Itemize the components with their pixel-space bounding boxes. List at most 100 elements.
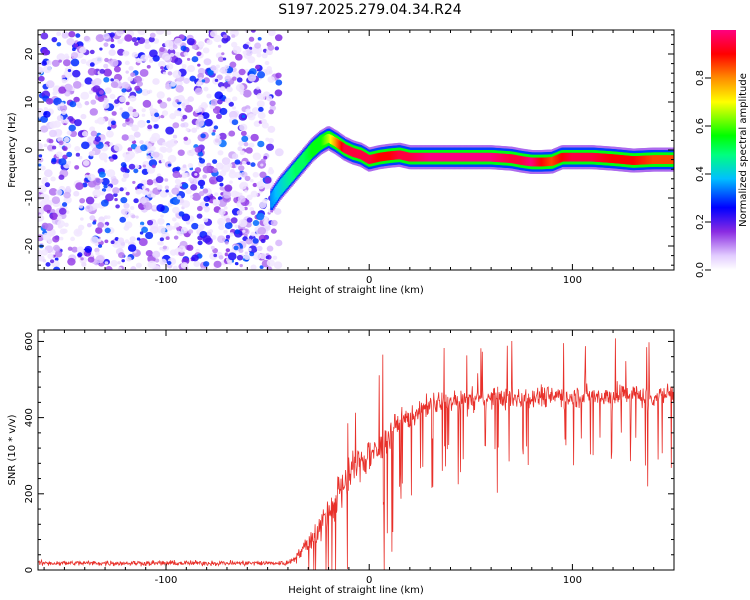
noise-blob [56,42,62,47]
noise-blob [213,267,218,270]
noise-blob [260,238,266,244]
noise-blob [236,210,243,216]
noise-blob [169,113,177,120]
noise-blob [89,62,95,67]
noise-blob [164,178,169,182]
noise-blob [189,195,194,199]
x-tick-label: 100 [563,575,582,586]
noise-blob [96,56,103,62]
noise-blob [159,146,166,153]
noise-blob [248,46,253,50]
noise-blob [212,199,217,203]
noise-blob [199,267,206,270]
noise-blob [248,245,258,254]
noise-blob [60,102,65,107]
noise-blob [127,147,133,152]
noise-blob [124,239,130,244]
noise-blob [266,254,272,260]
noise-blob [240,130,247,136]
noise-blob [172,171,181,179]
noise-blob [232,96,238,102]
noise-blob [270,219,278,227]
y-tick-label: -10 [24,190,35,206]
noise-blob [110,43,115,49]
noise-blob [246,194,253,201]
noise-blob [266,66,272,72]
noise-blob [127,134,136,142]
noise-blob [87,173,96,182]
noise-blob [73,228,83,237]
noise-blob [239,264,243,268]
noise-blob [250,190,258,198]
noise-blob [49,121,58,129]
noise-blob [175,85,184,93]
noise-blob [212,159,218,164]
noise-blob [239,123,248,132]
noise-blob [105,266,113,270]
noise-blob [172,134,178,139]
noise-blob [102,33,110,40]
noise-blob [66,130,72,136]
noise-blob [273,261,283,270]
noise-blob [72,69,81,78]
noise-blob [112,154,118,160]
noise-blob [266,245,274,252]
noise-blob [234,159,241,165]
noise-blob [137,120,146,128]
noise-blob [156,204,165,212]
noise-blob [68,124,76,132]
noise-blob [217,99,223,105]
noise-blob [256,182,265,190]
noise-blob [121,111,130,120]
noise-blob [174,178,181,185]
noise-blob [172,122,180,129]
noise-blob [162,71,167,75]
noise-blob [210,245,215,250]
noise-blob [242,89,252,98]
noise-blob [196,213,203,219]
noise-blob [75,101,82,107]
noise-blob [222,190,232,199]
noise-blob [197,63,201,67]
noise-blob [267,44,275,51]
snr-ylabel: SNR (10 * v/v) [7,414,18,485]
noise-blob [219,86,226,92]
noise-blob [270,228,277,234]
noise-blob [99,68,105,74]
noise-blob [135,188,142,195]
noise-blob [58,140,64,146]
noise-blob [55,189,63,196]
noise-blob [147,124,153,130]
noise-blob [197,240,203,246]
noise-blob [214,192,219,196]
noise-blob [43,143,48,148]
noise-blob [139,68,149,77]
noise-blob [159,246,164,251]
noise-blob [159,190,168,198]
noise-blob [242,43,249,50]
noise-blob [206,39,213,45]
noise-blob [232,76,237,81]
noise-blob [165,141,173,148]
noise-blob [159,241,164,246]
noise-blob [50,208,56,213]
noise-blob [127,244,137,252]
noise-blob [82,160,90,167]
noise-blob [218,255,224,260]
noise-blob [119,96,126,103]
noise-blob [132,111,139,118]
noise-blob [122,50,130,57]
noise-blob [111,111,117,116]
noise-blob [242,50,247,55]
x-tick-label: -100 [155,275,178,286]
noise-blob [67,257,76,266]
noise-blob [41,249,49,256]
noise-blob [229,232,234,237]
noise-blob [196,51,202,57]
noise-blob [245,147,253,154]
noise-blob [151,164,156,169]
noise-blob [99,47,103,51]
noise-blob [161,52,171,61]
noise-blob [137,30,147,36]
noise-blob [219,170,227,177]
